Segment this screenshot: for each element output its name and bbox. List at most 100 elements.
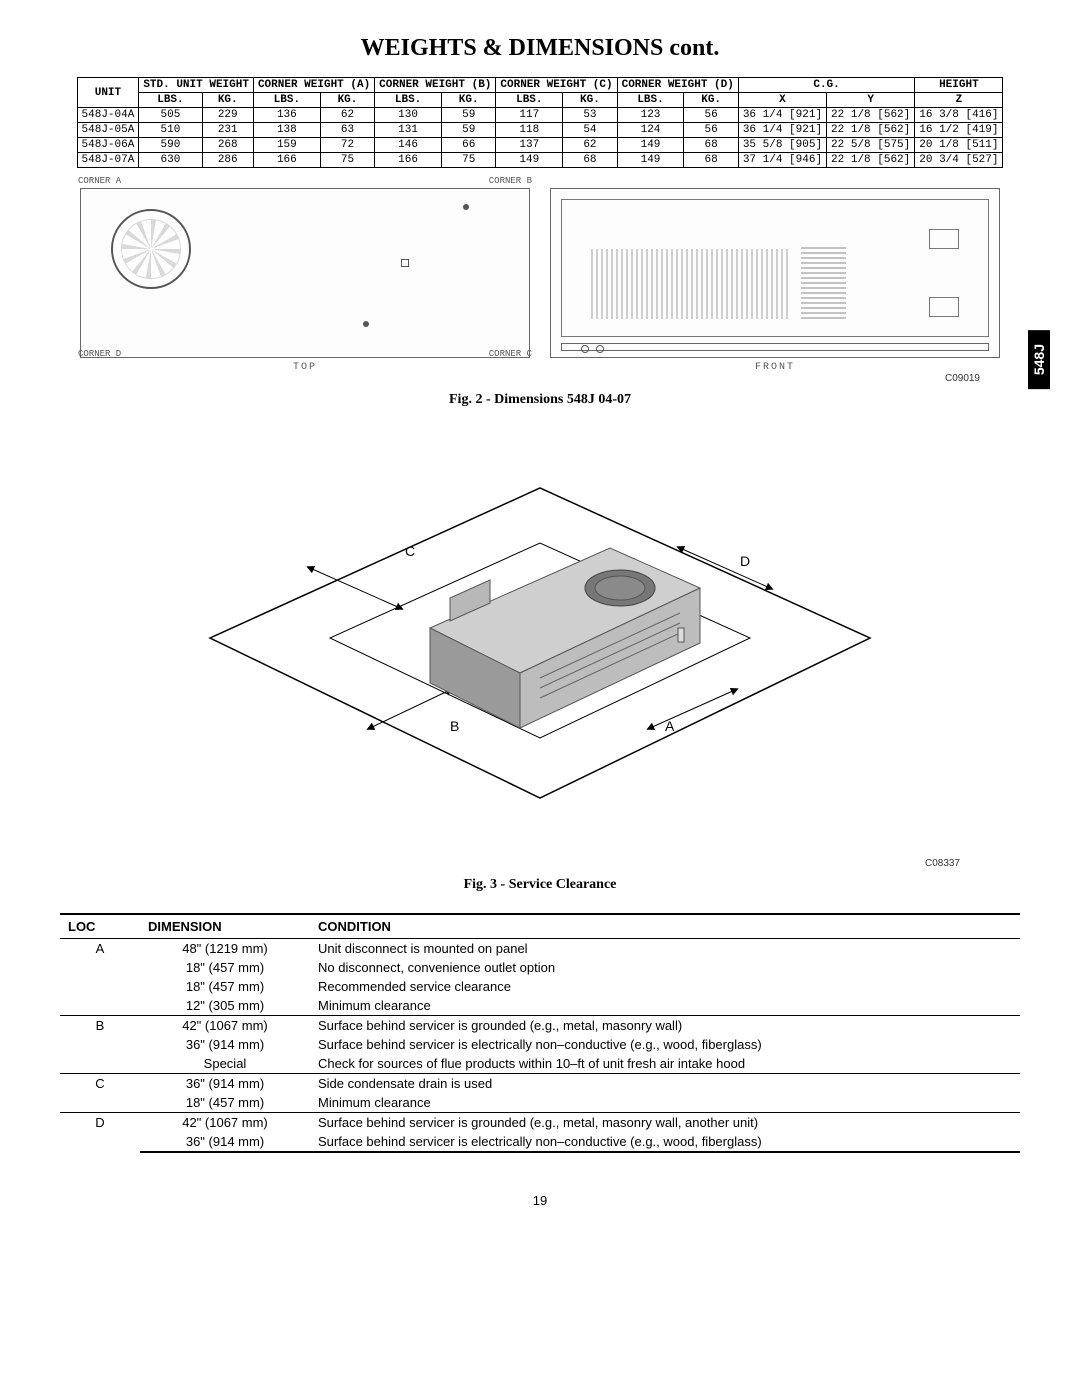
dimension-cell: 18" (457 mm) [140, 958, 310, 977]
cell: 229 [202, 108, 253, 123]
cell: 56 [684, 108, 738, 123]
clearance-row: A48" (1219 mm)Unit disconnect is mounted… [60, 939, 1020, 959]
col-loc: LOC [60, 914, 140, 939]
cell: 231 [202, 123, 253, 138]
cell: 20 1/8 [511] [915, 138, 1003, 153]
loc-cell: A [60, 939, 140, 1016]
cell: 131 [375, 123, 442, 138]
cell: 510 [139, 123, 202, 138]
cell: 130 [375, 108, 442, 123]
cell: 59 [442, 108, 496, 123]
cell: 548J-06A [77, 138, 139, 153]
col-height: HEIGHT [915, 78, 1003, 93]
weights-row: 548J-07A6302861667516675149681496837 1/4… [77, 153, 1003, 168]
cell: 22 5/8 [575] [827, 138, 915, 153]
cell: 268 [202, 138, 253, 153]
corner-b-label: CORNER B [489, 176, 532, 186]
weights-row: 548J-04A5052291366213059117531235636 1/4… [77, 108, 1003, 123]
condition-cell: Minimum clearance [310, 1093, 1020, 1113]
clearance-row: 36" (914 mm)Surface behind servicer is e… [60, 1035, 1020, 1054]
col-dimension: DIMENSION [140, 914, 310, 939]
cell: 505 [139, 108, 202, 123]
dimension-cell: 12" (305 mm) [140, 996, 310, 1016]
side-tab: 548J [1028, 330, 1050, 389]
cell: 146 [375, 138, 442, 153]
cell: 548J-07A [77, 153, 139, 168]
cell: 118 [496, 123, 563, 138]
col-b: CORNER WEIGHT (B) [375, 78, 496, 93]
cell: 75 [442, 153, 496, 168]
cell: 54 [563, 123, 617, 138]
diagram-code-2: C08337 [60, 858, 960, 869]
cell: 62 [563, 138, 617, 153]
dimension-cell: 48" (1219 mm) [140, 939, 310, 959]
condition-cell: Check for sources of flue products withi… [310, 1054, 1020, 1074]
sub-z: Z [915, 93, 1003, 108]
sub-lbs: LBS. [496, 93, 563, 108]
sub-lbs: LBS. [617, 93, 684, 108]
cell: 22 1/8 [562] [827, 108, 915, 123]
clearance-row: 18" (457 mm)No disconnect, convenience o… [60, 958, 1020, 977]
clearance-row: 36" (914 mm)Surface behind servicer is e… [60, 1132, 1020, 1152]
fig3-caption: Fig. 3 - Service Clearance [60, 877, 1020, 893]
cell: 124 [617, 123, 684, 138]
dimension-cell: 42" (1067 mm) [140, 1113, 310, 1133]
cell: 59 [442, 123, 496, 138]
condition-cell: Surface behind servicer is grounded (e.g… [310, 1016, 1020, 1036]
cell: 36 1/4 [921] [738, 123, 826, 138]
sub-kg: KG. [684, 93, 738, 108]
sub-kg: KG. [442, 93, 496, 108]
dimension-cell: 36" (914 mm) [140, 1074, 310, 1094]
clearance-row: 12" (305 mm)Minimum clearance [60, 996, 1020, 1016]
cell: 36 1/4 [921] [738, 108, 826, 123]
cell: 16 1/2 [419] [915, 123, 1003, 138]
front-view-diagram [550, 188, 1000, 358]
sub-lbs: LBS. [253, 93, 320, 108]
page-number: 19 [60, 1193, 1020, 1208]
sub-x: X [738, 93, 826, 108]
sub-kg: KG. [563, 93, 617, 108]
dimension-cell: 18" (457 mm) [140, 1093, 310, 1113]
condition-cell: Unit disconnect is mounted on panel [310, 939, 1020, 959]
cell: 548J-05A [77, 123, 139, 138]
cell: 630 [139, 153, 202, 168]
cell: 37 1/4 [946] [738, 153, 826, 168]
clearance-row: B42" (1067 mm)Surface behind servicer is… [60, 1016, 1020, 1036]
weights-row: 548J-06A5902681597214666137621496835 5/8… [77, 138, 1003, 153]
front-view-caption: FRONT [550, 362, 1000, 373]
cell: 136 [253, 108, 320, 123]
col-unit: UNIT [77, 78, 139, 108]
cell: 548J-04A [77, 108, 139, 123]
col-a: CORNER WEIGHT (A) [253, 78, 374, 93]
top-view-diagram [80, 188, 530, 358]
dimension-cell: 36" (914 mm) [140, 1035, 310, 1054]
corner-a-label: CORNER A [78, 176, 121, 186]
loc-cell: B [60, 1016, 140, 1074]
condition-cell: Side condensate drain is used [310, 1074, 1020, 1094]
cell: 63 [320, 123, 374, 138]
fig2-caption: Fig. 2 - Dimensions 548J 04-07 [60, 392, 1020, 408]
col-condition: CONDITION [310, 914, 1020, 939]
cell: 149 [617, 138, 684, 153]
cell: 149 [496, 153, 563, 168]
cell: 22 1/8 [562] [827, 123, 915, 138]
cell: 286 [202, 153, 253, 168]
dimension-diagrams: CORNER A CORNER B CORNER D CORNER C TOP … [80, 188, 1000, 373]
col-d: CORNER WEIGHT (D) [617, 78, 738, 93]
condition-cell: Surface behind servicer is grounded (e.g… [310, 1113, 1020, 1133]
cell: 137 [496, 138, 563, 153]
top-view-caption: TOP [80, 362, 530, 373]
cell: 159 [253, 138, 320, 153]
clearance-row: 18" (457 mm)Minimum clearance [60, 1093, 1020, 1113]
cell: 22 1/8 [562] [827, 153, 915, 168]
clearance-a: A [665, 718, 674, 734]
clearance-row: 18" (457 mm)Recommended service clearanc… [60, 977, 1020, 996]
clearance-row: C36" (914 mm)Side condensate drain is us… [60, 1074, 1020, 1094]
cell: 149 [617, 153, 684, 168]
cell: 68 [684, 138, 738, 153]
sub-lbs: LBS. [139, 93, 202, 108]
cell: 75 [320, 153, 374, 168]
sub-lbs: LBS. [375, 93, 442, 108]
clearance-row: SpecialCheck for sources of flue product… [60, 1054, 1020, 1074]
loc-cell: D [60, 1113, 140, 1153]
